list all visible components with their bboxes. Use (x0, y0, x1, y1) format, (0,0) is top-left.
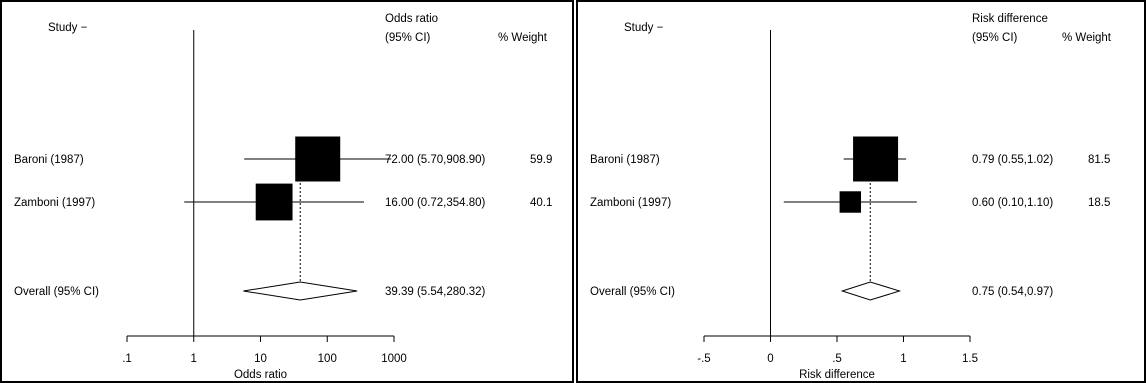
x-tick-label: 1.5 (962, 353, 978, 365)
study-weight-text: 81.5 (1088, 154, 1110, 166)
weight-header: % Weight (1062, 32, 1112, 44)
study-ci-text: 0.60 (0.10,1.10) (972, 197, 1053, 209)
study-weight-text: 18.5 (1088, 197, 1110, 209)
x-tick-label: 1 (900, 353, 906, 365)
study-ci-text: 16.00 (0.72,354.80) (385, 197, 486, 209)
study-weight-text: 59.9 (530, 154, 552, 166)
x-tick-label: 1000 (381, 353, 407, 365)
study-marker (853, 136, 899, 182)
overall-ci-text: 0.75 (0.54,0.97) (972, 286, 1053, 298)
study-ci-text: 0.79 (0.55,1.02) (972, 154, 1053, 166)
study-marker (839, 191, 862, 213)
x-tick-label: 0 (767, 353, 773, 365)
study-header: Study − (624, 22, 664, 34)
study-marker (295, 136, 341, 182)
study-header: Study − (48, 22, 88, 34)
x-axis-label: Odds ratio (234, 369, 287, 381)
study-marker (255, 183, 293, 221)
weight-header: % Weight (498, 32, 548, 44)
x-tick-label: .1 (122, 353, 132, 365)
forest-plot-canvas: .1 1 10 100 1000 Odds ratio Baroni (1987) 72.00… (14, 30, 552, 381)
overall-diamond (840, 281, 902, 301)
study-label: Zamboni (1997) (590, 197, 671, 209)
odds-ratio-forest-plot: Study − Odds ratio (95% CI) % Weight .1 1… (0, 0, 574, 383)
study-label: Baroni (1987) (14, 154, 84, 166)
x-tick-label: -.5 (697, 353, 710, 365)
overall-label: Overall (95% CI) (590, 286, 675, 298)
x-axis-label: Risk difference (799, 369, 875, 381)
overall-ci-text: 39.39 (5.54,280.32) (385, 286, 486, 298)
study-ci-text: 72.00 (5.70,908.90) (385, 154, 486, 166)
effect-header-line1: Risk difference (972, 13, 1048, 25)
study-weight-text: 40.1 (530, 197, 552, 209)
x-tick-label: 1 (191, 353, 197, 365)
overall-diamond (243, 281, 358, 301)
x-tick-label: 100 (318, 353, 337, 365)
study-label: Baroni (1987) (590, 154, 660, 166)
study-label: Zamboni (1997) (14, 197, 95, 209)
effect-header-line2: (95% CI) (972, 32, 1018, 44)
risk-difference-forest-plot: Study − Risk difference (95% CI) % Weigh… (576, 0, 1146, 383)
x-tick-label: 10 (254, 353, 267, 365)
x-tick-label: .5 (832, 353, 842, 365)
forest-plot-canvas: -.5 0 .5 1 1.5 Risk difference Baroni (1987) 0.… (590, 30, 1110, 381)
overall-label: Overall (95% CI) (14, 286, 99, 298)
effect-header-line2: (95% CI) (385, 32, 431, 44)
effect-header-line1: Odds ratio (385, 13, 439, 25)
